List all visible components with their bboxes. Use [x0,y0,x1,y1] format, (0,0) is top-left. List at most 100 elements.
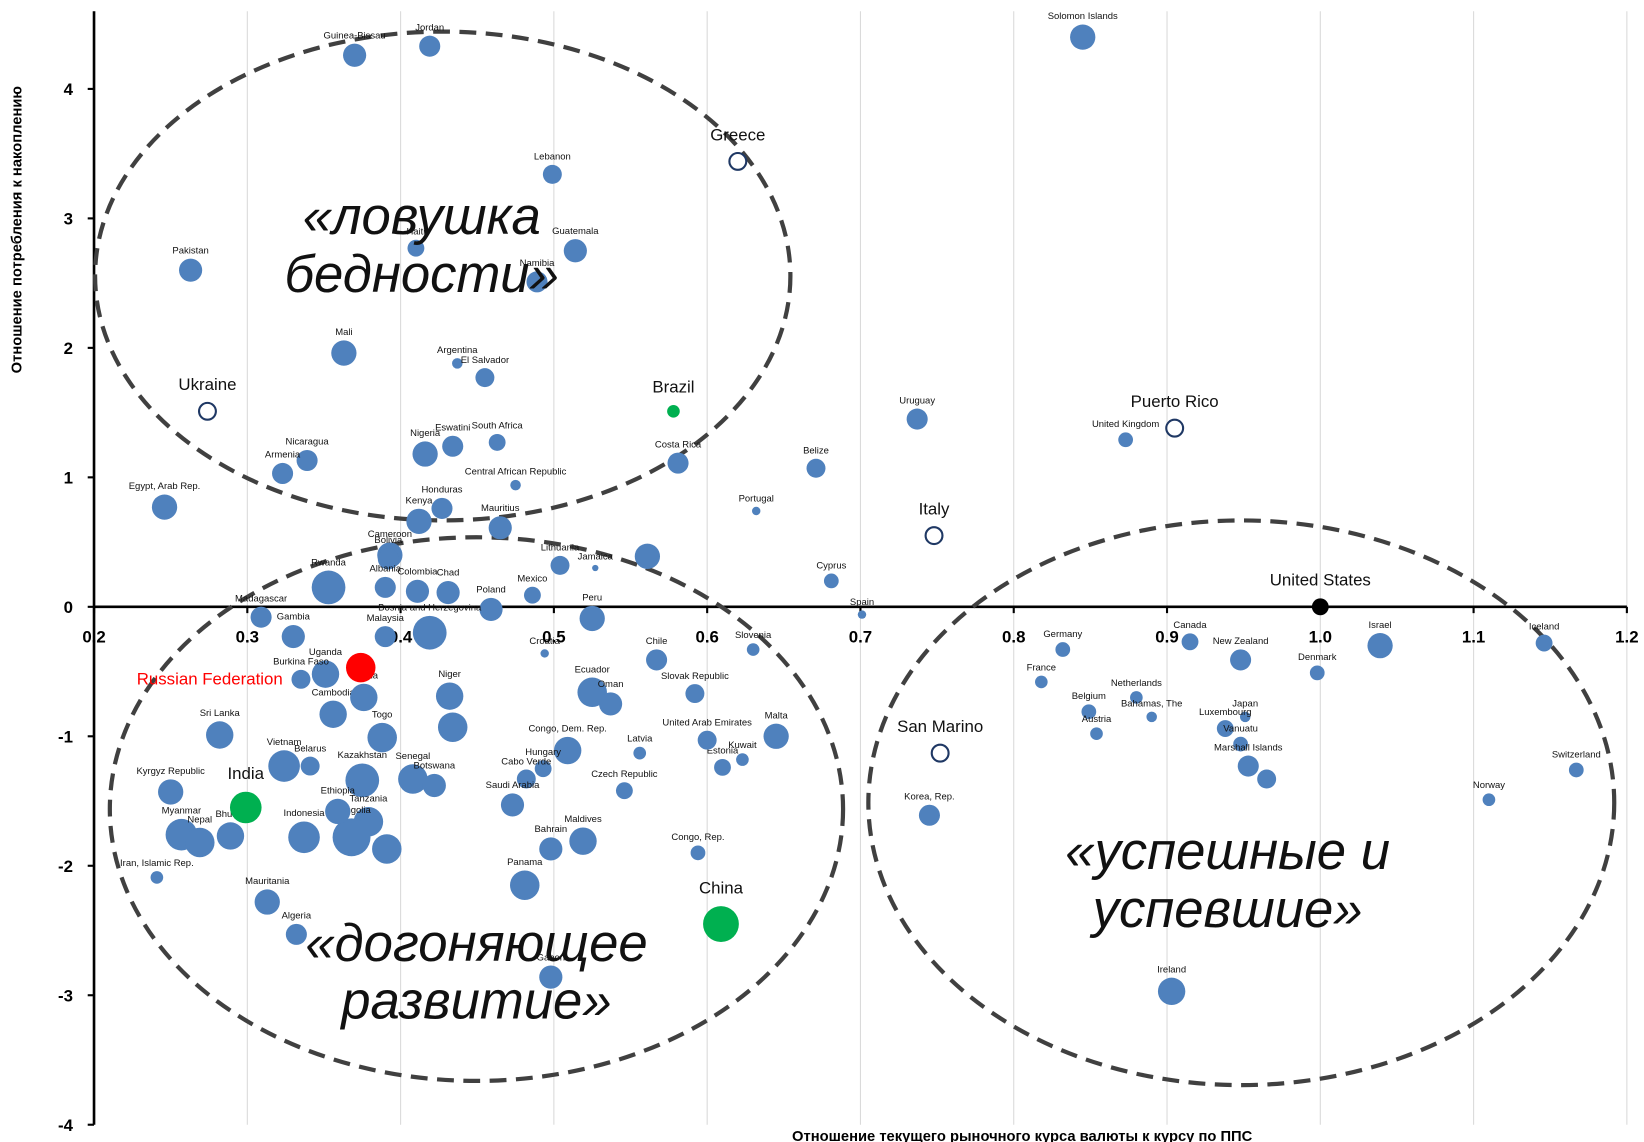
bubble [539,837,563,861]
bubble [398,764,428,794]
point-label: Haiti [406,226,425,237]
bubble [345,763,380,798]
point-label: Maldives [564,814,602,825]
point-label: Norway [1473,780,1505,791]
point-label: Germany [1043,629,1082,640]
point-label: Lithuania [541,543,580,554]
point-label: Russian Federation [137,670,283,689]
point-label: Kyrgyz Republic [136,766,205,777]
point-label: Saudi Arabia [486,780,540,791]
bubble [1146,711,1157,723]
point-label: Malta [765,710,789,721]
point-label: Senegal [395,751,430,762]
bubble [229,791,262,824]
bubble [736,753,749,766]
bubble [374,626,396,648]
point-label: Portugal [739,494,774,505]
y-tick-label: 4 [64,80,74,99]
bubble [1311,598,1329,616]
bubble [475,368,495,388]
bubble [345,652,376,683]
bubble [697,730,717,750]
bubble [1482,793,1496,807]
bubble [158,779,184,805]
point-label: Indonesia [283,808,325,819]
point-label: Gabon [537,952,565,963]
bubble [377,548,399,570]
x-tick-label: 1.2 [1615,628,1638,647]
bubble [763,723,789,749]
point-label: Bahamas, The [1121,698,1182,709]
bubble [281,625,305,649]
y-tick-label: -2 [58,857,73,876]
point-label: Slovenia [735,630,772,641]
point-label: Canada [1173,620,1207,631]
bubble [319,700,347,728]
bubble [539,965,563,989]
point-label: United States [1270,571,1371,590]
bubble [534,760,552,778]
bubble [350,683,378,712]
point-label: Armenia [265,450,301,461]
point-label: Bosnia and Herzegovina [378,603,482,614]
point-label: Croatia [529,636,560,647]
bubble [331,340,357,366]
bubble [685,684,705,704]
bubble [1233,736,1248,752]
point-label: Austria [1082,714,1112,725]
bubble [1239,711,1251,723]
bubble [728,151,748,171]
bubble [206,721,234,749]
bubble [332,818,371,857]
bubble [516,769,536,789]
point-label: Burkina Faso [273,657,329,668]
point-label: Latvia [627,734,653,745]
y-axis-title: Отношение потребления к накоплению [9,86,25,373]
bubble [806,458,826,478]
point-label: San Marino [897,717,983,736]
bubble [752,506,761,516]
point-label: Ukraine [178,375,236,394]
x-tick-label: 0.9 [1155,628,1178,647]
point-label: Belgium [1072,691,1106,702]
point-label: New Zealand [1213,636,1269,647]
bubble [296,449,318,472]
group-ellipse [92,29,793,523]
annotation: успевшие» [1090,880,1363,939]
point-label: Kazakhstan [338,750,387,761]
bubble [523,586,541,604]
bubble [667,452,689,474]
bubble [452,358,463,369]
point-label: Solomon Islands [1048,11,1118,22]
bubble [151,494,178,520]
point-label: South Africa [472,421,524,432]
bubble [311,660,340,688]
point-label: Guinea-Bissau [324,30,386,41]
bubble [577,677,607,708]
bubble [436,580,460,605]
point-label: Korea, Rep. [904,791,955,802]
bubble [1230,649,1252,671]
bubble [540,649,549,658]
point-label: Argentina [437,345,478,356]
bubble [1130,691,1143,704]
point-label: Honduras [421,485,462,496]
point-label: Puerto Rico [1131,392,1219,411]
group-ellipse [866,518,1617,1088]
point-label: Brazil [652,377,694,396]
point-label: Peru [582,593,602,604]
bubble [1035,675,1048,689]
annotation: бедности» [284,245,558,304]
point-label: Bhutan [215,809,245,820]
bubble [1090,727,1103,741]
bubble [272,462,294,484]
bubble [615,782,633,800]
point-label: Botswana [414,761,456,772]
point-label: Vanuatu [1223,723,1258,734]
point-label: Iran, Islamic Rep. [120,858,194,869]
point-label: Congo, Dem. Rep. [528,724,606,735]
point-label: Myanmar [162,806,201,817]
bubble [479,597,503,621]
point-label: Denmark [1298,652,1337,663]
point-label: Belarus [294,743,326,754]
